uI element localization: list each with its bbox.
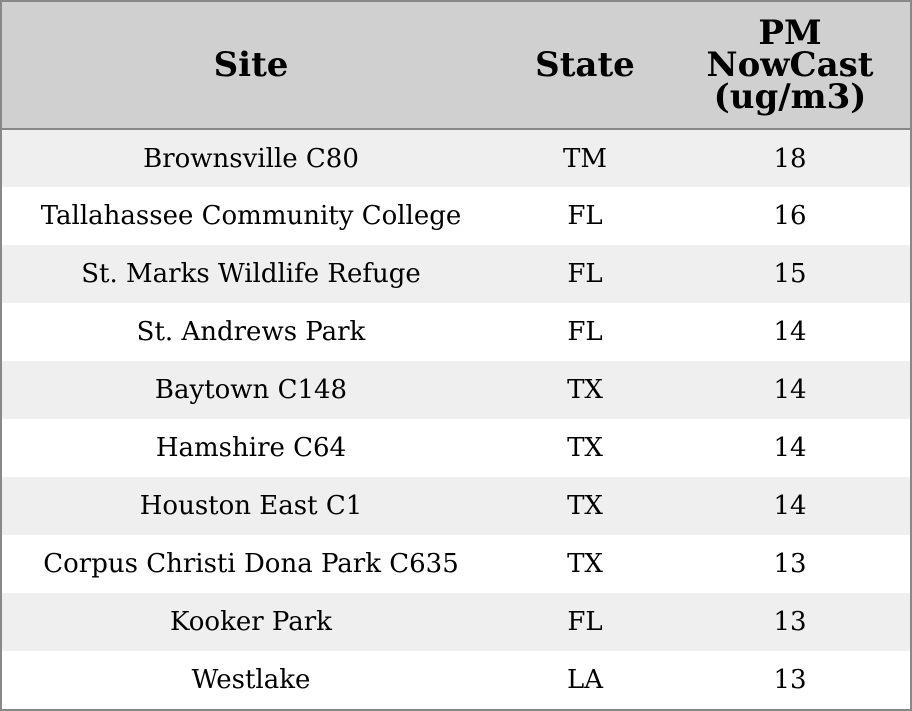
cell-site: Brownsville C80: [143, 143, 359, 174]
cell-pm-value: 13: [773, 607, 807, 637]
cell-state: FL: [567, 607, 603, 637]
cell-pm-value: 14: [773, 433, 807, 463]
column-header-pm-nowcast: PM NowCast (ug/m3): [670, 2, 910, 130]
cell-site: Baytown C148: [154, 375, 348, 405]
table-row: Baytown C148 TX 14: [2, 361, 910, 419]
table-row: Corpus Christi Dona Park C635 TX 13: [2, 535, 910, 593]
cell-pm-value: 16: [773, 201, 807, 231]
cell-site: Houston East C1: [139, 491, 363, 521]
table-row: Hamshire C64 TX 14: [2, 419, 910, 477]
table-row: St. Marks Wildlife Refuge FL 15: [2, 245, 910, 303]
cell-pm-value: 14: [773, 317, 807, 347]
cell-pm-value: 14: [773, 375, 807, 405]
cell-site: St. Andrews Park: [136, 317, 366, 347]
cell-state: TX: [567, 549, 603, 579]
cell-pm-value: 14: [773, 491, 807, 521]
cell-pm-value: 15: [773, 259, 807, 289]
table-row: Houston East C1 TX 14: [2, 477, 910, 535]
cell-site: Westlake: [191, 665, 311, 695]
cell-pm-value: 18: [773, 143, 807, 174]
column-header-state: State: [500, 2, 670, 130]
cell-state: TX: [567, 375, 603, 405]
cell-state: FL: [567, 317, 603, 347]
cell-site: Corpus Christi Dona Park C635: [43, 549, 459, 579]
column-header-site: Site: [2, 2, 500, 130]
table-row: St. Andrews Park FL 14: [2, 303, 910, 361]
cell-state: TX: [567, 491, 603, 521]
cell-state: FL: [567, 201, 603, 231]
table-row: Westlake LA 13: [2, 651, 910, 709]
table-row: Kooker Park FL 13: [2, 593, 910, 651]
cell-site: Tallahassee Community College: [40, 201, 462, 231]
cell-state: FL: [567, 259, 603, 289]
cell-state: TX: [567, 433, 603, 463]
cell-site: Hamshire C64: [155, 433, 347, 463]
cell-pm-value: 13: [773, 665, 807, 695]
cell-site: Kooker Park: [170, 607, 332, 637]
table-row: Tallahassee Community College FL 16: [2, 187, 910, 245]
table-row: Brownsville C80 TM 18: [2, 129, 910, 187]
cell-state: TM: [563, 143, 607, 174]
cell-site: St. Marks Wildlife Refuge: [81, 259, 421, 289]
cell-pm-value: 13: [773, 549, 807, 579]
cell-state: LA: [566, 665, 604, 695]
table-header-row: Site State PM NowCast (ug/m3): [2, 2, 910, 130]
